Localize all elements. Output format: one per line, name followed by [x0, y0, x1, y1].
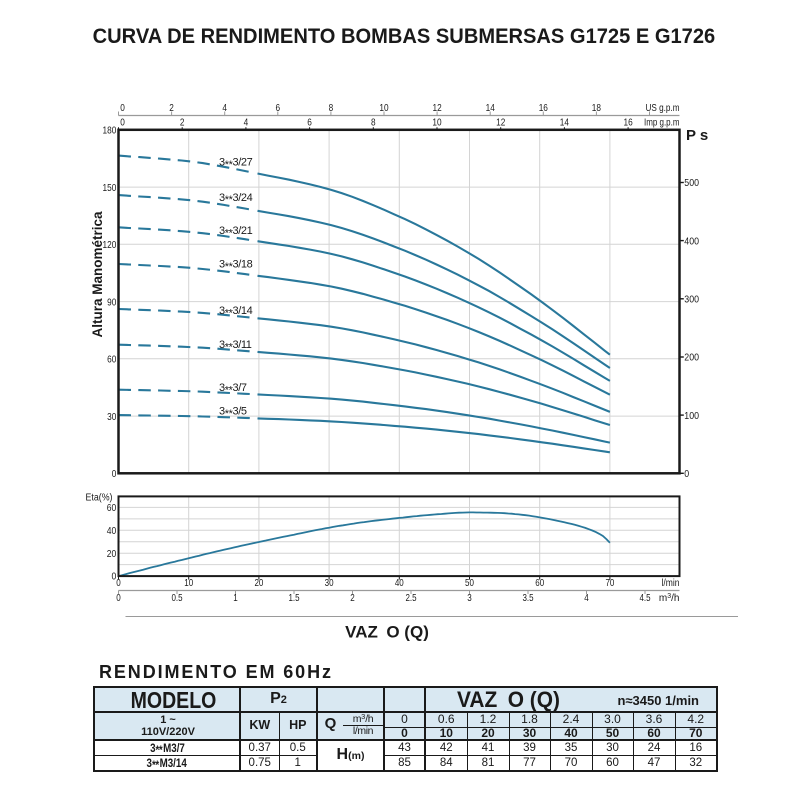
- svg-text:100: 100: [684, 410, 699, 422]
- svg-text:400: 400: [684, 235, 699, 247]
- svg-text:0: 0: [116, 592, 121, 604]
- svg-text:70: 70: [605, 577, 614, 589]
- svg-text:200: 200: [684, 352, 699, 364]
- svg-text:60: 60: [107, 502, 117, 514]
- svg-text:300: 300: [684, 294, 699, 306]
- svg-text:30: 30: [325, 577, 334, 589]
- svg-text:16: 16: [539, 102, 548, 114]
- svg-text:12: 12: [496, 116, 505, 128]
- svg-text:30: 30: [107, 411, 116, 423]
- svg-text:3**3/5: 3**3/5: [219, 406, 247, 420]
- svg-text:0: 0: [112, 571, 117, 583]
- svg-text:12: 12: [433, 102, 442, 114]
- svg-text:4: 4: [244, 116, 249, 128]
- svg-text:14: 14: [560, 116, 569, 128]
- svg-text:20: 20: [254, 577, 263, 589]
- svg-text:1: 1: [233, 592, 238, 604]
- svg-text:Altura Manométrica: Altura Manométrica: [90, 211, 105, 338]
- svg-text:3**3/14: 3**3/14: [219, 305, 253, 319]
- svg-text:6: 6: [276, 102, 281, 114]
- svg-text:4: 4: [222, 102, 227, 114]
- svg-text:40: 40: [395, 577, 404, 589]
- svg-text:150: 150: [103, 182, 117, 194]
- svg-text:2: 2: [180, 116, 185, 128]
- svg-text:4.5: 4.5: [639, 592, 650, 604]
- svg-text:m3/h: m3/h: [659, 593, 680, 604]
- svg-text:16: 16: [624, 116, 633, 128]
- svg-text:60: 60: [535, 577, 544, 589]
- svg-text:US g.p.m: US g.p.m: [646, 103, 680, 114]
- svg-text:2.5: 2.5: [405, 592, 416, 604]
- svg-text:500: 500: [684, 177, 699, 189]
- svg-text:0: 0: [116, 577, 121, 589]
- svg-text:3.5: 3.5: [522, 592, 533, 604]
- svg-text:90: 90: [107, 296, 116, 308]
- svg-text:4: 4: [584, 592, 589, 604]
- svg-text:120: 120: [103, 239, 117, 251]
- svg-text:3**3/18: 3**3/18: [219, 259, 253, 273]
- svg-text:l/min: l/min: [662, 578, 680, 589]
- svg-text:8: 8: [329, 102, 334, 114]
- svg-text:3**3/11: 3**3/11: [219, 339, 252, 353]
- svg-text:14: 14: [486, 102, 495, 114]
- svg-text:18: 18: [592, 102, 601, 114]
- svg-text:0.5: 0.5: [171, 592, 182, 604]
- svg-text:6: 6: [307, 116, 312, 128]
- svg-text:2: 2: [350, 592, 355, 604]
- svg-text:10: 10: [432, 116, 441, 128]
- svg-text:3**3/24: 3**3/24: [219, 192, 253, 206]
- svg-text:0: 0: [684, 468, 689, 480]
- svg-text:Eta(%): Eta(%): [86, 493, 113, 504]
- svg-text:P s: P s: [686, 127, 708, 144]
- svg-text:3**3/7: 3**3/7: [219, 382, 247, 396]
- svg-text:60: 60: [107, 354, 116, 366]
- svg-text:50: 50: [465, 577, 474, 589]
- svg-text:10: 10: [379, 102, 388, 114]
- svg-text:10: 10: [184, 577, 193, 589]
- svg-text:8: 8: [371, 116, 376, 128]
- svg-text:0: 0: [120, 102, 125, 114]
- svg-text:VAZ O (Q): VAZ O (Q): [345, 623, 429, 642]
- svg-text:180: 180: [103, 125, 117, 137]
- svg-text:3**3/21: 3**3/21: [219, 225, 253, 239]
- svg-text:1.5: 1.5: [288, 592, 299, 604]
- svg-text:3: 3: [467, 592, 472, 604]
- svg-text:20: 20: [107, 548, 117, 560]
- svg-text:Imp g.p.m: Imp g.p.m: [644, 117, 680, 128]
- svg-text:0: 0: [120, 116, 125, 128]
- svg-text:40: 40: [107, 525, 117, 537]
- svg-text:0: 0: [112, 468, 117, 480]
- svg-text:3**3/27: 3**3/27: [219, 157, 253, 171]
- svg-text:2: 2: [169, 102, 174, 114]
